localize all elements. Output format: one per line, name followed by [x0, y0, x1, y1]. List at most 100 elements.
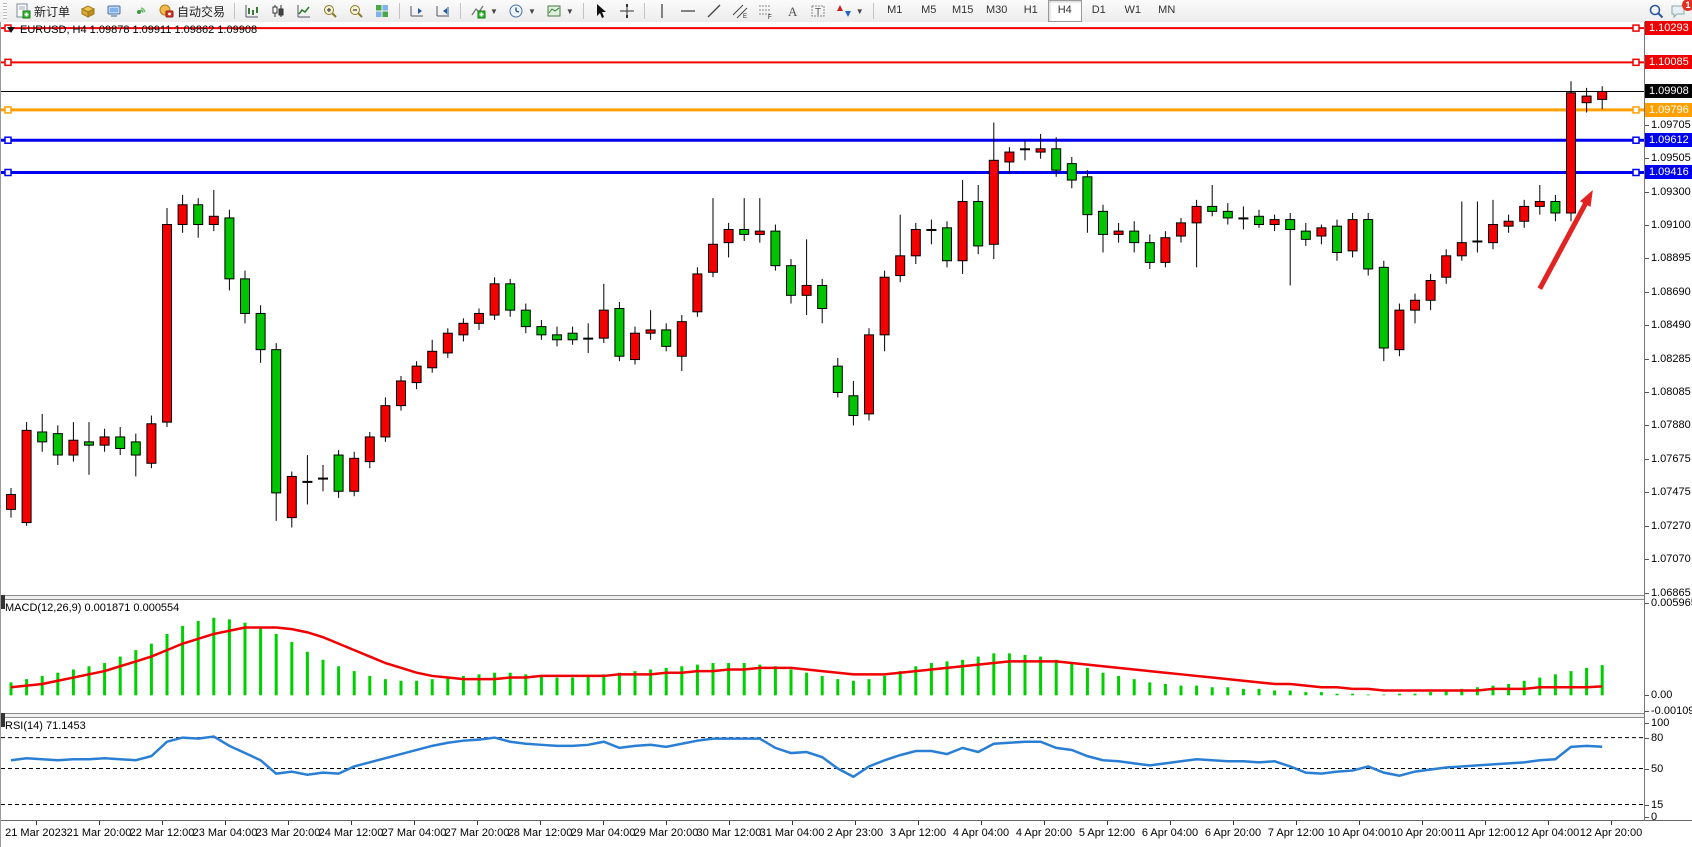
auto-scroll-button[interactable] — [404, 0, 430, 22]
candle-bear — [1363, 219, 1374, 270]
main-price-pane[interactable] — [1, 22, 1644, 595]
time-tick — [1044, 821, 1045, 825]
signal-button[interactable] — [127, 0, 153, 22]
trendline-tool-button[interactable] — [701, 0, 727, 22]
main-toolbar: 新订单 自动交易 — [0, 0, 1692, 23]
candlestick-chart-button[interactable] — [265, 0, 291, 22]
timeframe-button-M5[interactable]: M5 — [921, 4, 937, 16]
timeframe-button-H1[interactable]: H1 — [1023, 4, 1038, 16]
zoom-out-button[interactable] — [343, 0, 369, 22]
crosshair-icon — [619, 3, 635, 19]
chart-window[interactable]: EURUSD, H4 1.09878 1.09911 1.09862 1.099… — [0, 21, 1692, 847]
candle-bull — [364, 436, 375, 463]
vertical-line-tool-button[interactable] — [649, 0, 675, 22]
tile-windows-button[interactable] — [369, 0, 395, 22]
pane-splitter[interactable] — [1, 713, 1644, 718]
time-axis[interactable]: 21 Mar 2023 21 Mar 20:00 22 Mar 12:00 23 Ma… — [1, 820, 1692, 847]
tile-windows-icon — [374, 3, 390, 19]
candle-bull — [1488, 224, 1498, 244]
macd-pane[interactable] — [1, 599, 1644, 713]
indicators-dropdown-button[interactable]: ▼ — [465, 0, 503, 22]
periods-dropdown-button[interactable]: ▼ — [503, 0, 541, 22]
fibonacci-tool-button[interactable]: F — [753, 0, 779, 22]
hline-1.10085[interactable] — [1, 58, 1644, 67]
candle-bull — [349, 457, 360, 492]
pane-splitter[interactable] — [1, 595, 1644, 600]
candle-bull — [583, 337, 594, 340]
candle-bull — [411, 365, 422, 384]
crosshair-tool-button[interactable] — [614, 0, 640, 22]
candle-bull — [6, 494, 16, 510]
timeframe-button-M30[interactable]: M30 — [986, 4, 1008, 16]
candle-bull — [864, 334, 874, 415]
text-label-tool-button[interactable]: T — [805, 0, 831, 22]
splitter-grip[interactable] — [1, 595, 5, 609]
text-tool-button[interactable]: A — [779, 0, 805, 22]
zoom-in-button[interactable] — [317, 0, 343, 22]
template-icon — [546, 3, 562, 19]
timeframe-button-M15[interactable]: M15 — [952, 4, 974, 16]
new-order-button[interactable]: 新订单 — [10, 0, 75, 22]
candle-bear — [973, 200, 984, 247]
price-tick: 1.07070 — [1645, 552, 1691, 565]
timeframe-button-W1[interactable]: W1 — [1124, 4, 1141, 16]
notifications-chat-icon[interactable]: 1 — [1670, 0, 1692, 19]
time-tick — [603, 821, 604, 825]
timeframe-button-M1[interactable]: M1 — [887, 4, 903, 16]
search-icon[interactable] — [1648, 3, 1664, 19]
toolbar-grip[interactable] — [3, 3, 7, 19]
candle-bull — [1035, 148, 1046, 153]
candle-bear — [1098, 210, 1108, 235]
chart-shift-button[interactable] — [430, 0, 456, 22]
bar-chart-icon — [244, 3, 260, 19]
cursor-tool-button[interactable] — [588, 0, 614, 22]
data-window-button[interactable] — [101, 0, 127, 22]
candle-bull — [162, 224, 172, 423]
timeframe-button-MN[interactable]: MN — [1158, 4, 1176, 16]
price-tick: 1.09100 — [1645, 218, 1691, 231]
auto-trading-icon — [158, 3, 174, 19]
market-watch-button[interactable] — [75, 0, 101, 22]
auto-trading-button[interactable]: 自动交易 — [153, 0, 230, 22]
candle-bull — [1394, 309, 1405, 351]
candle-bear — [1550, 200, 1561, 214]
hline-1.09796[interactable] — [1, 106, 1644, 114]
macd-signal-line — [10, 626, 1603, 692]
chart-menu-icon[interactable] — [7, 26, 16, 34]
horizontal-line-tool-button[interactable] — [675, 0, 701, 22]
candle-bull — [957, 200, 968, 262]
rsi-pane[interactable] — [1, 717, 1644, 820]
macd-axis-zero: 0.00 — [1644, 689, 1673, 702]
splitter-grip[interactable] — [1, 713, 5, 727]
candle-bear — [1051, 148, 1062, 171]
candle-bull — [1581, 95, 1592, 104]
time-label: 12 Apr 20:00 — [1579, 827, 1643, 839]
arrow-annotation[interactable] — [1537, 189, 1593, 290]
price-tick: 1.09300 — [1645, 185, 1691, 198]
candle-bear — [520, 309, 531, 328]
candle-bull — [427, 350, 438, 369]
candle-bull — [442, 332, 453, 354]
candle-bear — [614, 308, 625, 357]
bar-chart-button[interactable] — [239, 0, 265, 22]
arrows-tool-button[interactable]: ▼ — [831, 0, 869, 22]
candle-bull — [1425, 280, 1436, 301]
timeframe-button-H4[interactable]: H4 — [1047, 0, 1082, 22]
channel-tool-button[interactable]: E — [727, 0, 753, 22]
candle-bull — [645, 329, 656, 334]
svg-text:F: F — [768, 15, 772, 19]
line-chart-button[interactable] — [291, 0, 317, 22]
candle-bull — [1472, 240, 1483, 243]
price-axis[interactable]: 1.09705 1.09505 1.09300 1.09100 1.08895 1.086… — [1644, 21, 1692, 847]
timeframe-button-D1[interactable]: D1 — [1091, 4, 1106, 16]
rsi-line — [10, 735, 1603, 779]
time-label: 23 Mar 04:00 — [192, 827, 258, 839]
time-tick — [1422, 821, 1423, 825]
chevron-down-icon: ▼ — [527, 6, 536, 16]
templates-dropdown-button[interactable]: ▼ — [541, 0, 579, 22]
hline-1.09416[interactable] — [1, 168, 1644, 177]
time-tick — [981, 821, 982, 825]
hline-1.09612[interactable] — [1, 136, 1644, 144]
hline-handle — [4, 58, 12, 67]
candle-bear — [115, 436, 126, 449]
